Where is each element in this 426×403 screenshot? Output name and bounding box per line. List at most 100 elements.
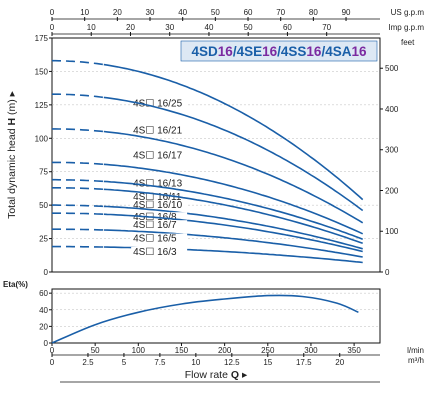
- head-y-tick-label: 175: [35, 34, 49, 43]
- imp-gpm-tick-label: 10: [87, 23, 96, 32]
- eta-y-tick-label: 40: [39, 306, 48, 315]
- m3h-tick-label: 7.5: [154, 358, 166, 367]
- head-curve-dashed: [52, 228, 104, 231]
- model-title-part: 16: [262, 44, 278, 59]
- model-title-part: 16: [351, 44, 367, 59]
- feet-tick-label: 0: [385, 268, 390, 277]
- curve-label: 4S☐ 16/3: [133, 247, 177, 258]
- m3h-tick-label: 12.5: [224, 358, 240, 367]
- imp-gpm-tick-label: 20: [126, 23, 135, 32]
- head-curve-dashed: [52, 128, 104, 133]
- eta-unit-label: Eta(%): [3, 280, 28, 289]
- head-curve-dashed: [52, 161, 104, 166]
- model-title-part: 16: [306, 44, 322, 59]
- curve-label-bg: [131, 246, 188, 257]
- us-gpm-unit: US g.p.m: [391, 8, 425, 17]
- head-y-tick-label: 100: [35, 134, 49, 143]
- m3h-tick-label: 15: [263, 358, 272, 367]
- eta-y-tick-label: 60: [39, 289, 48, 298]
- curve-label: 4S☐ 16/13: [133, 179, 182, 190]
- curve-label-bg: [131, 98, 188, 109]
- lmin-tick-label: 350: [347, 346, 361, 355]
- curve-label: 4S☐ 16/11: [133, 192, 182, 203]
- m3h-tick-label: 10: [191, 358, 200, 367]
- imp-gpm-unit: Imp g.p.m: [388, 23, 424, 32]
- us-gpm-tick-label: 90: [342, 8, 351, 17]
- imp-gpm-tick-label: 50: [244, 23, 253, 32]
- head-y-tick-label: 25: [39, 235, 48, 244]
- head-curve-dashed: [52, 178, 104, 183]
- curve-label-bg: [131, 200, 188, 211]
- curve-label-bg: [131, 125, 188, 136]
- imp-gpm-tick-label: 60: [283, 23, 292, 32]
- head-axis-title-part: (m) ▸: [6, 90, 18, 118]
- m3h-tick-label: 5: [122, 358, 127, 367]
- imp-gpm-tick-label: 30: [165, 23, 174, 32]
- head-curves-plot: 02550751001251501750100200300400500feet0…: [35, 8, 425, 277]
- head-y-tick-label: 150: [35, 67, 49, 76]
- us-gpm-tick-label: 70: [276, 8, 285, 17]
- lmin-tick-label: 50: [91, 346, 100, 355]
- head-curve: [103, 180, 363, 240]
- flow-axis-title-part: Flow rate: [185, 369, 231, 381]
- curve-label-bg: [131, 192, 188, 203]
- feet-tick-label: 500: [385, 64, 399, 73]
- us-gpm-tick-label: 0: [50, 8, 55, 17]
- feet-tick-label: 400: [385, 105, 399, 114]
- efficiency-plot: 0 20 40 60 Eta(%) 0 50 100 150 200 250 300 350 l/min 0…: [3, 280, 424, 367]
- curve-label-bg: [131, 178, 188, 189]
- model-title-part: 16: [218, 44, 234, 59]
- head-curve: [103, 130, 364, 224]
- feet-tick-label: 300: [385, 146, 399, 155]
- imp-gpm-tick-label: 0: [50, 23, 55, 32]
- lmin-tick-label: 300: [304, 346, 318, 355]
- head-y-tick-label: 0: [44, 268, 49, 277]
- curve-label: 4S☐ 16/25: [133, 99, 182, 110]
- us-gpm-tick-label: 60: [244, 8, 253, 17]
- eta-y-tick-label: 20: [39, 322, 48, 331]
- head-curve-dashed: [52, 212, 104, 215]
- us-gpm-tick-label: 50: [211, 8, 220, 17]
- head-curve: [103, 229, 363, 258]
- m3h-tick-label: 20: [335, 358, 344, 367]
- curve-label: 4S☐ 16/5: [133, 234, 177, 245]
- head-curve-dashed: [52, 93, 104, 99]
- head-curve-dashed: [52, 187, 104, 191]
- imp-gpm-tick-label: 70: [322, 23, 331, 32]
- curve-label: 4S☐ 16/10: [133, 200, 182, 211]
- us-gpm-tick-label: 20: [113, 8, 122, 17]
- us-gpm-tick-label: 30: [146, 8, 155, 17]
- head-y-tick-label: 75: [39, 168, 48, 177]
- head-y-tick-label: 50: [39, 201, 48, 210]
- flow-axis-title: Flow rate Q ▸: [185, 369, 248, 381]
- model-title: 4SD16/4SE16/4SS16/4SA16: [192, 44, 367, 59]
- model-title-part: 4SD: [192, 44, 219, 59]
- head-curve: [103, 205, 363, 250]
- head-axis-title-part: H: [6, 118, 18, 126]
- lmin-tick-label: 250: [261, 346, 275, 355]
- curve-label-bg: [131, 150, 188, 161]
- lmin-tick-label: 100: [132, 346, 146, 355]
- curve-label: 4S☐ 16/7: [133, 220, 177, 231]
- curve-label: 4S☐ 16/17: [133, 151, 182, 162]
- us-gpm-tick-label: 10: [80, 8, 89, 17]
- us-gpm-tick-label: 80: [309, 8, 318, 17]
- eta-plot-frame: [51, 288, 381, 344]
- lmin-tick-label: 150: [175, 346, 189, 355]
- flow-axis-title-part: ▸: [239, 369, 248, 381]
- head-curve: [103, 96, 364, 212]
- eta-y-tick-label: 0: [44, 339, 49, 348]
- head-curve: [103, 188, 363, 245]
- curve-label-bg: [131, 233, 188, 244]
- head-curve-dashed: [52, 204, 104, 208]
- head-curve: [103, 213, 363, 253]
- model-title-part: /4SA: [321, 44, 351, 59]
- efficiency-curve: [51, 294, 359, 344]
- model-title-part: /4SS: [277, 44, 306, 59]
- head-curve: [103, 163, 364, 235]
- feet-unit-label: feet: [401, 38, 415, 47]
- feet-tick-label: 200: [385, 186, 399, 195]
- head-y-tick-label: 125: [35, 101, 49, 110]
- flow-axis-title-part: Q: [231, 369, 239, 381]
